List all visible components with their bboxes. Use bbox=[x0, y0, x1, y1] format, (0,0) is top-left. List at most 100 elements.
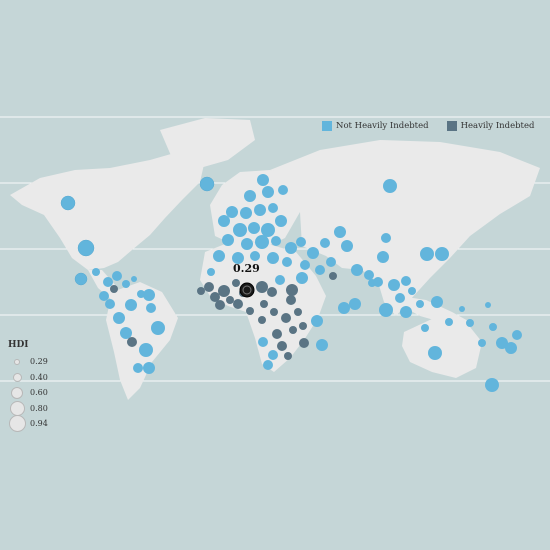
country-bubble[interactable] bbox=[215, 300, 225, 310]
country-bubble[interactable] bbox=[379, 303, 393, 317]
country-bubble[interactable] bbox=[275, 275, 285, 285]
country-bubble[interactable] bbox=[338, 302, 350, 314]
country-bubble[interactable] bbox=[74, 272, 88, 286]
country-bubble[interactable] bbox=[258, 337, 268, 347]
country-bubble[interactable] bbox=[105, 299, 115, 309]
country-bubble[interactable] bbox=[278, 185, 288, 195]
country-bubble[interactable] bbox=[257, 174, 269, 186]
country-bubble[interactable] bbox=[77, 239, 95, 257]
country-bubble[interactable] bbox=[316, 339, 328, 351]
country-bubble[interactable] bbox=[383, 179, 397, 193]
country-bubble[interactable] bbox=[218, 215, 230, 227]
country-bubble[interactable] bbox=[256, 281, 268, 293]
country-bubble[interactable] bbox=[248, 222, 260, 234]
country-bubble[interactable] bbox=[226, 296, 234, 304]
country-bubble[interactable] bbox=[294, 308, 302, 316]
country-bubble[interactable] bbox=[92, 268, 100, 276]
country-bubble[interactable] bbox=[431, 296, 443, 308]
country-bubble[interactable] bbox=[244, 190, 256, 202]
country-bubble[interactable] bbox=[222, 234, 234, 246]
country-bubble[interactable] bbox=[207, 268, 215, 276]
country-bubble[interactable] bbox=[388, 279, 400, 291]
country-bubble[interactable] bbox=[286, 295, 296, 305]
country-bubble[interactable] bbox=[408, 287, 416, 295]
country-bubble[interactable] bbox=[272, 329, 282, 339]
country-bubble[interactable] bbox=[300, 260, 310, 270]
country-bubble[interactable] bbox=[122, 280, 130, 288]
country-bubble[interactable] bbox=[277, 341, 287, 351]
country-bubble[interactable] bbox=[334, 226, 346, 238]
country-bubble[interactable] bbox=[218, 285, 230, 297]
country-bubble[interactable] bbox=[241, 238, 253, 250]
country-bubble[interactable] bbox=[485, 378, 499, 392]
country-bubble[interactable] bbox=[261, 223, 275, 237]
country-bubble[interactable] bbox=[197, 287, 205, 295]
country-bubble[interactable] bbox=[271, 236, 281, 246]
country-bubble[interactable] bbox=[329, 272, 337, 280]
country-bubble[interactable] bbox=[281, 313, 291, 323]
country-bubble[interactable] bbox=[110, 285, 118, 293]
country-bubble[interactable] bbox=[255, 235, 269, 249]
country-bubble[interactable] bbox=[113, 312, 125, 324]
country-bubble[interactable] bbox=[377, 251, 389, 263]
country-bubble[interactable] bbox=[284, 352, 292, 360]
country-bubble[interactable] bbox=[99, 291, 109, 301]
country-bubble[interactable] bbox=[133, 363, 143, 373]
country-bubble[interactable] bbox=[143, 289, 155, 301]
country-bubble[interactable] bbox=[315, 265, 325, 275]
country-bubble[interactable] bbox=[459, 306, 465, 312]
country-bubble[interactable] bbox=[466, 319, 474, 327]
legend-item-indebted[interactable]: Heavily Indebted bbox=[446, 121, 534, 131]
country-bubble[interactable] bbox=[381, 233, 391, 243]
country-bubble[interactable] bbox=[289, 326, 297, 334]
country-bubble[interactable] bbox=[263, 360, 273, 370]
country-bubble[interactable] bbox=[146, 303, 156, 313]
country-bubble[interactable] bbox=[275, 215, 287, 227]
country-bubble[interactable] bbox=[260, 300, 268, 308]
country-bubble[interactable] bbox=[125, 299, 137, 311]
country-bubble[interactable] bbox=[311, 315, 323, 327]
selected-country-bubble[interactable] bbox=[239, 282, 255, 298]
country-bubble[interactable] bbox=[60, 195, 76, 211]
country-bubble[interactable] bbox=[285, 242, 297, 254]
country-bubble[interactable] bbox=[267, 287, 277, 297]
country-bubble[interactable] bbox=[137, 290, 145, 298]
legend-item-not-indebted[interactable]: Not Heavily Indebted bbox=[322, 121, 429, 131]
country-bubble[interactable] bbox=[103, 277, 113, 287]
country-bubble[interactable] bbox=[131, 276, 137, 282]
country-bubble[interactable] bbox=[232, 252, 244, 264]
country-bubble[interactable] bbox=[296, 237, 306, 247]
country-bubble[interactable] bbox=[400, 306, 412, 318]
country-bubble[interactable] bbox=[485, 302, 491, 308]
country-bubble[interactable] bbox=[226, 206, 238, 218]
country-bubble[interactable] bbox=[268, 350, 278, 360]
country-bubble[interactable] bbox=[233, 223, 247, 237]
country-bubble[interactable] bbox=[232, 279, 240, 287]
country-bubble[interactable] bbox=[267, 252, 279, 264]
country-bubble[interactable] bbox=[364, 270, 374, 280]
country-bubble[interactable] bbox=[258, 316, 266, 324]
country-bubble[interactable] bbox=[112, 271, 122, 281]
country-bubble[interactable] bbox=[240, 207, 252, 219]
country-bubble[interactable] bbox=[127, 337, 137, 347]
country-bubble[interactable] bbox=[233, 299, 243, 309]
country-bubble[interactable] bbox=[268, 203, 278, 213]
country-bubble[interactable] bbox=[351, 264, 363, 276]
country-bubble[interactable] bbox=[299, 322, 307, 330]
country-bubble[interactable] bbox=[299, 338, 309, 348]
country-bubble[interactable] bbox=[254, 204, 266, 216]
country-bubble[interactable] bbox=[421, 324, 429, 332]
country-bubble[interactable] bbox=[435, 247, 449, 261]
country-bubble[interactable] bbox=[143, 362, 155, 374]
country-bubble[interactable] bbox=[286, 284, 298, 296]
country-bubble[interactable] bbox=[341, 240, 353, 252]
country-bubble[interactable] bbox=[420, 247, 434, 261]
country-bubble[interactable] bbox=[349, 298, 361, 310]
country-bubble[interactable] bbox=[505, 342, 517, 354]
country-bubble[interactable] bbox=[445, 318, 453, 326]
country-bubble[interactable] bbox=[478, 339, 486, 347]
country-bubble[interactable] bbox=[282, 257, 292, 267]
country-bubble[interactable] bbox=[262, 186, 274, 198]
country-bubble[interactable] bbox=[151, 321, 165, 335]
country-bubble[interactable] bbox=[307, 247, 319, 259]
